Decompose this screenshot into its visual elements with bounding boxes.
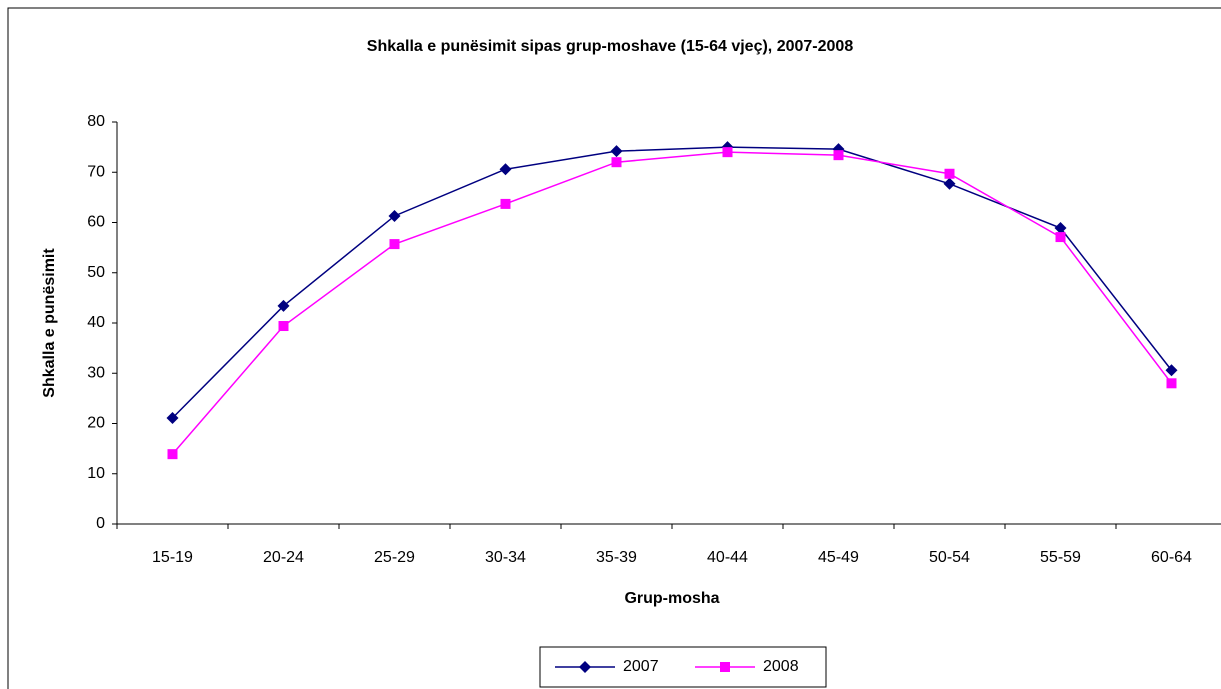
marker	[1054, 222, 1067, 235]
line	[171, 151, 1173, 455]
marker	[611, 157, 622, 168]
y-tick-label: 80	[87, 113, 105, 130]
y-tick-label: 50	[87, 264, 105, 281]
y-tick-label: 30	[87, 364, 105, 381]
marker	[720, 662, 730, 672]
x-tick-label: 25-29	[374, 549, 415, 566]
chart-border	[7, 7, 1221, 689]
y-tick-label: 20	[87, 415, 105, 432]
marker	[389, 239, 400, 250]
marker	[1166, 378, 1177, 389]
marker	[166, 411, 179, 424]
marker	[610, 145, 623, 158]
x-tick-label: 40-44	[707, 549, 748, 566]
marker	[943, 177, 956, 190]
marker	[1055, 232, 1066, 243]
x-tick-label: 60-64	[1151, 549, 1192, 566]
marker	[1165, 364, 1178, 377]
legend-label: 2007	[623, 658, 659, 675]
y-tick-label: 60	[87, 214, 105, 231]
marker	[944, 168, 955, 179]
marker	[388, 209, 401, 222]
marker	[277, 299, 290, 312]
x-tick-label: 35-39	[596, 549, 637, 566]
x-tick-label: 55-59	[1040, 549, 1081, 566]
y-tick-label: 40	[87, 314, 105, 331]
x-tick-label: 50-54	[929, 549, 970, 566]
line	[171, 146, 1173, 419]
x-tick-label: 20-24	[263, 549, 304, 566]
marker	[579, 661, 591, 673]
x-tick-label: 45-49	[818, 549, 859, 566]
marker	[167, 449, 178, 460]
chart-title: Shkalla e punësimit sipas grup-moshave (…	[367, 38, 854, 55]
x-tick-label: 30-34	[485, 549, 526, 566]
marker	[499, 163, 512, 176]
y-tick-label: 0	[96, 515, 105, 532]
marker	[722, 147, 733, 158]
legend-label: 2008	[763, 658, 799, 675]
x-tick-label: 15-19	[152, 549, 193, 566]
marker	[500, 198, 511, 209]
x-axis-label: Grup-mosha	[624, 590, 719, 607]
y-axis-label: Shkalla e punësimit	[41, 248, 58, 398]
marker	[833, 150, 844, 161]
marker	[278, 321, 289, 332]
y-tick-label: 10	[87, 465, 105, 482]
y-tick-label: 70	[87, 163, 105, 180]
